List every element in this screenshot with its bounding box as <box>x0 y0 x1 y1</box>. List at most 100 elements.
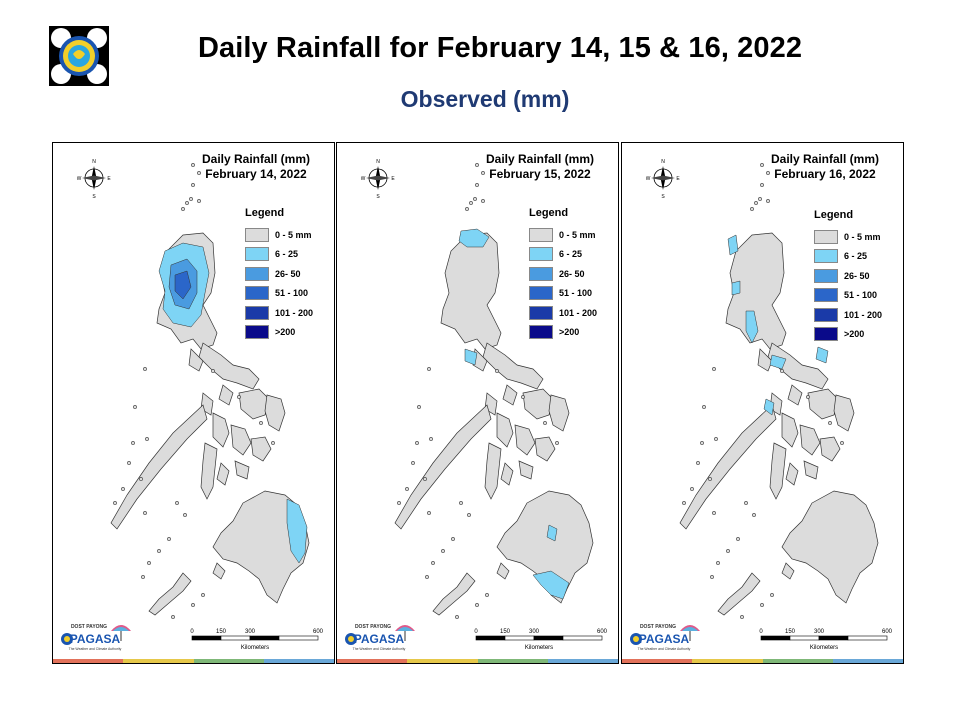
philippines-map <box>110 163 310 619</box>
islet-shape <box>405 487 409 491</box>
island-shape <box>432 572 476 616</box>
legend-label: 0 - 5 mm <box>559 229 596 240</box>
scale-segment <box>818 635 849 641</box>
islet-shape <box>415 441 419 445</box>
legend-item: 101 - 200 <box>245 303 313 323</box>
legend-item: 51 - 100 <box>814 286 882 306</box>
islet-shape <box>495 369 499 373</box>
legend-swatch <box>814 229 838 244</box>
island-shape <box>212 562 226 580</box>
scale-tick-label: 300 <box>529 629 540 635</box>
island-shape <box>264 394 286 432</box>
color-stripe <box>337 659 618 663</box>
legend-item: 0 - 5 mm <box>814 227 882 247</box>
map-title: Daily Rainfall (mm) February 14, 2022 <box>181 152 331 182</box>
compass-label: W <box>646 176 651 182</box>
islet-shape <box>716 561 720 565</box>
map-title-label: Daily Rainfall (mm) <box>770 152 880 166</box>
map-legend: Legend 0 - 5 mm 6 - 25 26- 50 51 - 100 101 - … <box>529 207 597 342</box>
legend-label: 26- 50 <box>559 268 585 279</box>
legend-swatch <box>245 305 269 320</box>
islet-shape <box>475 183 479 187</box>
brand-text: DOST PAYONG <box>71 624 107 630</box>
legend-label: 26- 50 <box>844 270 870 281</box>
islet-shape <box>473 197 477 201</box>
island-shape <box>502 384 518 406</box>
scale-segment <box>760 635 791 641</box>
legend-label: 6 - 25 <box>844 251 868 262</box>
rainfall-area-shape <box>174 270 192 300</box>
philippines-map <box>394 163 594 619</box>
scale-bar: 0 150 300 600 Kilometers <box>190 629 323 651</box>
islet-shape <box>481 171 485 175</box>
islet-shape <box>189 197 193 201</box>
islet-shape <box>191 183 195 187</box>
scale-segment <box>191 635 222 641</box>
islet-shape <box>543 421 547 425</box>
rainfall-area-shape <box>769 354 787 370</box>
legend-label: 0 - 5 mm <box>275 229 312 240</box>
legend-item: 6 - 25 <box>814 247 882 267</box>
compass-label: S <box>92 194 96 199</box>
island-shape <box>781 412 799 448</box>
brand-text: The Weather and Climate Authority <box>69 647 122 651</box>
rainfall-map-panel-feb16: N S W E Daily Rainfall (mm) February 16, 2022… <box>621 142 904 664</box>
compass-label: S <box>661 194 665 199</box>
islet-shape <box>131 441 135 445</box>
compass-label: W <box>361 176 366 182</box>
islet-shape <box>750 207 754 211</box>
islet-shape <box>175 501 179 505</box>
scale-bar: 0 150 300 600 Kilometers <box>759 629 893 651</box>
islet-shape <box>183 513 187 517</box>
legend-title: Legend <box>245 207 285 219</box>
island-shape <box>218 384 234 406</box>
islet-shape <box>201 593 205 597</box>
color-stripe <box>53 659 334 663</box>
scale-tick-label: 600 <box>882 629 893 635</box>
rainfall-map-panel-feb14: N S W E Daily Rainfall (mm) February 14, 2022… <box>52 142 335 664</box>
islet-shape <box>682 501 686 505</box>
island-shape <box>757 348 773 372</box>
scale-bar: 0 150 300 600 Kilometers <box>474 629 607 651</box>
scale-tick-label: 300 <box>814 629 825 635</box>
color-stripe-segment <box>547 659 618 663</box>
legend-item: 0 - 5 mm <box>529 225 597 245</box>
compass-label: S <box>376 194 380 199</box>
legend-item: 26- 50 <box>245 264 313 284</box>
scale-tick-label: 0 <box>474 629 478 635</box>
color-stripe-segment <box>622 659 693 663</box>
color-stripe-segment <box>263 659 334 663</box>
island-shape <box>188 348 204 372</box>
island-shape <box>807 388 839 420</box>
island-shape <box>787 384 803 406</box>
scale-segment <box>789 635 820 641</box>
islet-shape <box>133 405 137 409</box>
color-stripe-segment <box>193 659 264 663</box>
color-stripe-segment <box>53 659 124 663</box>
brand-text: DOST PAYONG <box>355 624 391 630</box>
island-shape <box>819 436 841 462</box>
islet-shape <box>752 513 756 517</box>
color-stripe-segment <box>692 659 763 663</box>
scale-segment <box>220 635 251 641</box>
islet-shape <box>740 615 744 619</box>
map-title: Daily Rainfall (mm) February 15, 2022 <box>465 152 615 182</box>
islet-shape <box>710 575 714 579</box>
legend-item: >200 <box>245 323 313 343</box>
legend-swatch <box>814 288 838 303</box>
scale-tick-label: 150 <box>500 629 511 635</box>
legend-title: Legend <box>529 207 569 219</box>
compass-rose-icon: N S W E <box>77 159 111 199</box>
philippines-map <box>679 163 879 619</box>
brand-text: The Weather and Climate Authority <box>353 647 406 651</box>
legend-label: 101 - 200 <box>275 307 314 318</box>
island-shape <box>234 460 250 480</box>
pagasa-logo <box>49 26 109 86</box>
islet-shape <box>181 207 185 211</box>
islet-shape <box>766 199 770 203</box>
legend-item: 6 - 25 <box>529 245 597 265</box>
color-stripe-segment <box>762 659 833 663</box>
compass-label: E <box>676 176 680 182</box>
